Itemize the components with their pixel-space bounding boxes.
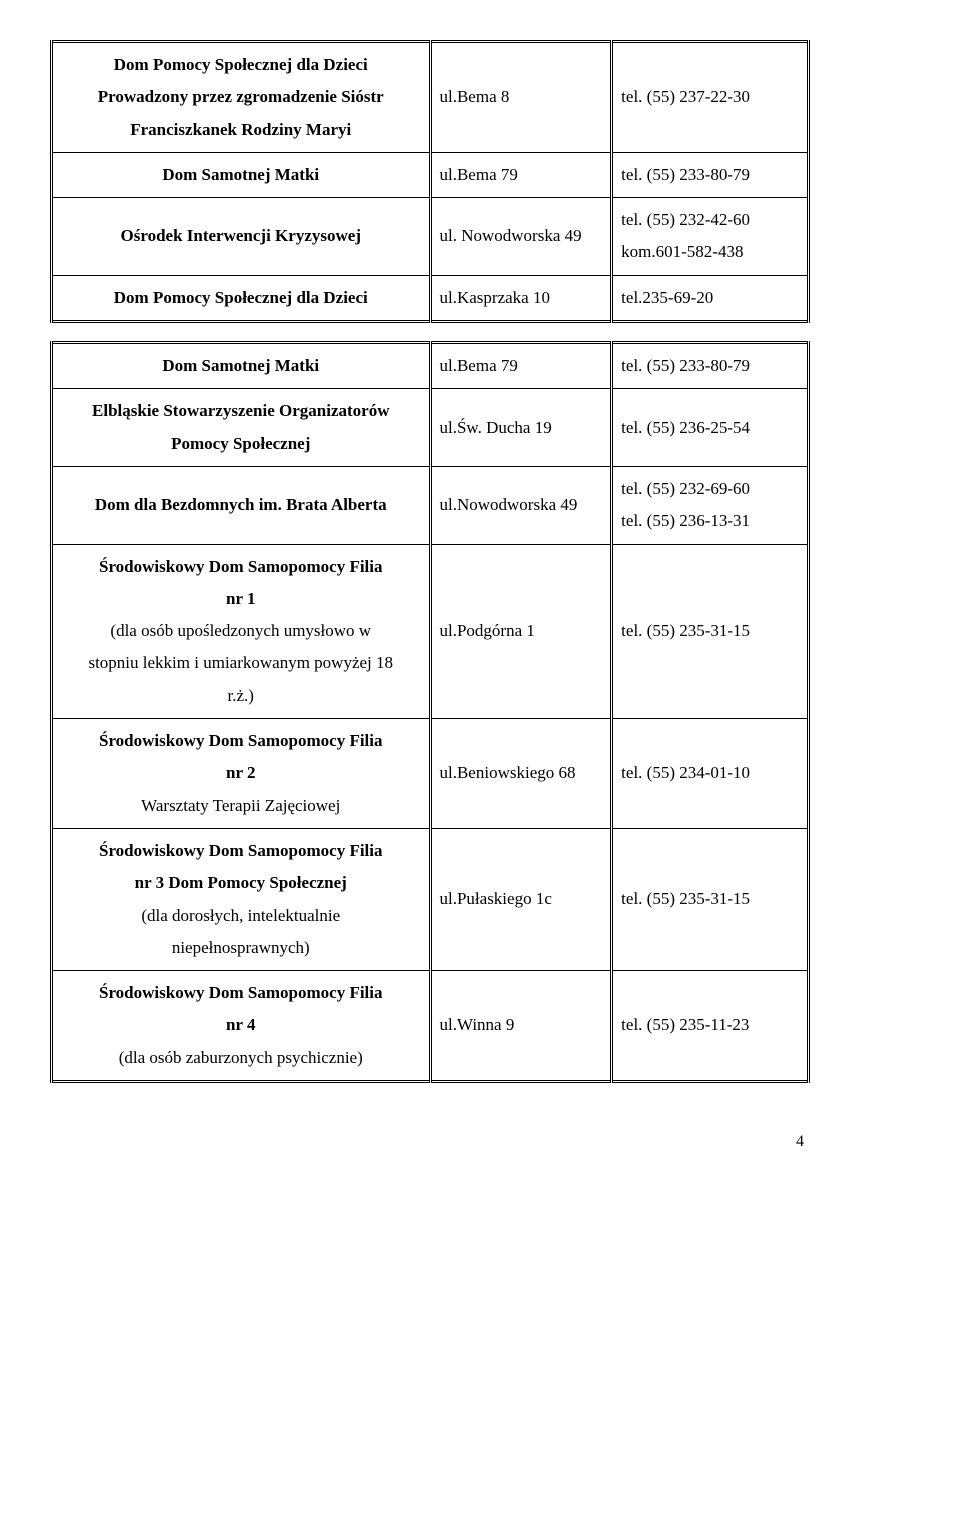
facility-contact: tel. (55) 235-31-15 — [612, 828, 809, 970]
facility-name-detail: (dla osób zaburzonych psychicznie) — [119, 1048, 363, 1067]
table-row: Dom Pomocy Społecznej dla DzieciProwadzo… — [52, 42, 809, 153]
table-row: Ośrodek Interwencji Kryzysowej ul. Nowod… — [52, 198, 809, 276]
facility-address: ul.Winna 9 — [430, 971, 612, 1082]
facility-name: Elbląskie Stowarzyszenie OrganizatorówPo… — [52, 389, 431, 467]
facility-contact: tel. (55) 232-69-60tel. (55) 236-13-31 — [612, 466, 809, 544]
table-row: Środowiskowy Dom Samopomocy Filianr 4 (d… — [52, 971, 809, 1082]
facility-address: ul.Podgórna 1 — [430, 544, 612, 718]
facility-name-title: Środowiskowy Dom Samopomocy Filianr 4 — [99, 983, 383, 1034]
table-row: Dom Samotnej Matki ul.Bema 79 tel. (55) … — [52, 343, 809, 389]
facility-address: ul.Bema 79 — [430, 343, 612, 389]
facility-contact: tel. (55) 235-31-15 — [612, 544, 809, 718]
facility-address: ul.Pułaskiego 1c — [430, 828, 612, 970]
facility-contact: tel. (55) 235-11-23 — [612, 971, 809, 1082]
facility-name: Środowiskowy Dom Samopomocy Filianr 4 (d… — [52, 971, 431, 1082]
facilities-table-1: Dom Pomocy Społecznej dla DzieciProwadzo… — [50, 40, 810, 323]
facility-name-title: Środowiskowy Dom Samopomocy Filianr 1 — [99, 557, 383, 608]
facility-name: Dom Samotnej Matki — [52, 152, 431, 197]
table-row: Środowiskowy Dom Samopomocy Filianr 1 (d… — [52, 544, 809, 718]
facility-address: ul.Bema 79 — [430, 152, 612, 197]
facility-name: Dom Samotnej Matki — [52, 343, 431, 389]
facility-address: ul.Bema 8 — [430, 42, 612, 153]
table-row: Dom Pomocy Społecznej dla Dzieci ul.Kasp… — [52, 275, 809, 321]
facility-contact: tel. (55) 232-42-60kom.601-582-438 — [612, 198, 809, 276]
facility-name: Ośrodek Interwencji Kryzysowej — [52, 198, 431, 276]
facility-name: Środowiskowy Dom Samopomocy Filianr 3 Do… — [52, 828, 431, 970]
facility-name: Środowiskowy Dom Samopomocy Filianr 2 Wa… — [52, 719, 431, 829]
table-row: Elbląskie Stowarzyszenie OrganizatorówPo… — [52, 389, 809, 467]
facility-contact: tel. (55) 233-80-79 — [612, 343, 809, 389]
facilities-table-2: Dom Samotnej Matki ul.Bema 79 tel. (55) … — [50, 341, 810, 1083]
facility-address: ul.Św. Ducha 19 — [430, 389, 612, 467]
table-row: Środowiskowy Dom Samopomocy Filianr 3 Do… — [52, 828, 809, 970]
facility-contact: tel. (55) 234-01-10 — [612, 719, 809, 829]
facility-name-title: Środowiskowy Dom Samopomocy Filianr 2 — [99, 731, 383, 782]
facility-contact: tel. (55) 236-25-54 — [612, 389, 809, 467]
facility-name: Dom Pomocy Społecznej dla Dzieci — [52, 275, 431, 321]
facility-name-detail: (dla dorosłych, intelektualnieniepełnosp… — [141, 906, 340, 957]
facility-name: Dom Pomocy Społecznej dla DzieciProwadzo… — [52, 42, 431, 153]
facility-name-title: Środowiskowy Dom Samopomocy Filianr 3 Do… — [99, 841, 383, 892]
facility-contact: tel. (55) 233-80-79 — [612, 152, 809, 197]
facility-name-detail: Warsztaty Terapii Zajęciowej — [141, 796, 340, 815]
table-row: Dom dla Bezdomnych im. Brata Alberta ul.… — [52, 466, 809, 544]
facility-contact: tel. (55) 237-22-30 — [612, 42, 809, 153]
facility-address: ul.Kasprzaka 10 — [430, 275, 612, 321]
facility-address: ul.Beniowskiego 68 — [430, 719, 612, 829]
page-number: 4 — [50, 1133, 810, 1151]
facility-name: Dom dla Bezdomnych im. Brata Alberta — [52, 466, 431, 544]
table-row: Dom Samotnej Matki ul.Bema 79 tel. (55) … — [52, 152, 809, 197]
facility-address: ul.Nowodworska 49 — [430, 466, 612, 544]
facility-name: Środowiskowy Dom Samopomocy Filianr 1 (d… — [52, 544, 431, 718]
table-row: Środowiskowy Dom Samopomocy Filianr 2 Wa… — [52, 719, 809, 829]
facility-address: ul. Nowodworska 49 — [430, 198, 612, 276]
facility-name-detail: (dla osób upośledzonych umysłowo wstopni… — [88, 621, 393, 705]
facility-contact: tel.235-69-20 — [612, 275, 809, 321]
